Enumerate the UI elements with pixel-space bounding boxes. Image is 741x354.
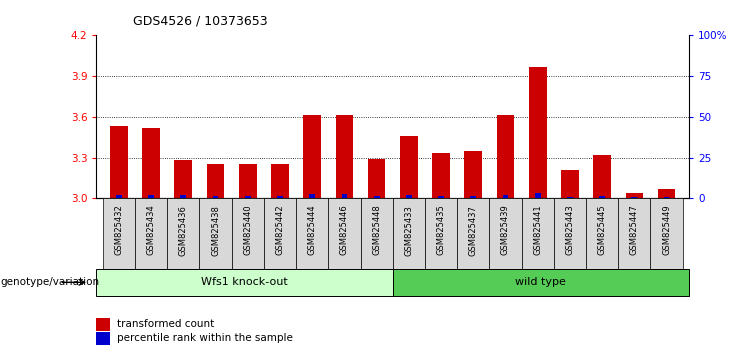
- Text: GSM825432: GSM825432: [114, 205, 124, 256]
- Bar: [406, 195, 412, 198]
- Bar: [373, 196, 379, 198]
- Text: GSM825437: GSM825437: [469, 205, 478, 256]
- Bar: [336, 115, 353, 198]
- Bar: [239, 164, 256, 198]
- Bar: [658, 189, 676, 198]
- Text: GSM825439: GSM825439: [501, 205, 510, 256]
- Bar: [631, 196, 637, 198]
- Bar: [271, 164, 289, 198]
- Bar: [567, 196, 573, 198]
- Text: GSM825435: GSM825435: [436, 205, 445, 256]
- Bar: [174, 160, 192, 198]
- Text: GSM825441: GSM825441: [534, 205, 542, 256]
- Bar: [465, 152, 482, 198]
- Bar: [502, 195, 508, 198]
- Bar: [664, 196, 669, 198]
- Bar: [110, 126, 127, 198]
- Bar: [148, 195, 154, 198]
- Bar: [561, 170, 579, 198]
- Text: GSM825436: GSM825436: [179, 205, 187, 256]
- Bar: [180, 195, 186, 198]
- Text: Wfs1 knock-out: Wfs1 knock-out: [201, 277, 288, 287]
- Text: GSM825444: GSM825444: [308, 205, 316, 256]
- Text: GSM825438: GSM825438: [211, 205, 220, 256]
- Bar: [245, 196, 250, 198]
- Text: GSM825442: GSM825442: [276, 205, 285, 256]
- Bar: [368, 159, 385, 198]
- Text: GSM825443: GSM825443: [565, 205, 574, 256]
- Text: wild type: wild type: [516, 277, 566, 287]
- Text: percentile rank within the sample: percentile rank within the sample: [117, 333, 293, 343]
- Text: GSM825446: GSM825446: [340, 205, 349, 256]
- Bar: [207, 164, 225, 198]
- Bar: [594, 155, 611, 198]
- Bar: [277, 196, 283, 198]
- Bar: [213, 196, 219, 198]
- Bar: [471, 196, 476, 198]
- Text: GDS4526 / 10373653: GDS4526 / 10373653: [133, 14, 268, 27]
- Bar: [142, 128, 160, 198]
- Bar: [599, 196, 605, 198]
- Text: GSM825433: GSM825433: [405, 205, 413, 256]
- Bar: [116, 195, 122, 198]
- Bar: [529, 67, 547, 198]
- Text: GSM825434: GSM825434: [147, 205, 156, 256]
- Bar: [625, 193, 643, 198]
- Bar: [303, 115, 321, 198]
- Text: GSM825447: GSM825447: [630, 205, 639, 256]
- Bar: [400, 136, 418, 198]
- Bar: [438, 196, 444, 198]
- Bar: [342, 194, 348, 198]
- Text: GSM825448: GSM825448: [372, 205, 381, 256]
- Text: genotype/variation: genotype/variation: [0, 277, 99, 287]
- Text: GSM825445: GSM825445: [598, 205, 607, 256]
- Bar: [535, 193, 541, 198]
- Text: GSM825449: GSM825449: [662, 205, 671, 256]
- Text: transformed count: transformed count: [117, 319, 214, 329]
- Bar: [496, 115, 514, 198]
- Bar: [432, 153, 450, 198]
- Bar: [309, 194, 315, 198]
- Text: GSM825440: GSM825440: [243, 205, 252, 256]
